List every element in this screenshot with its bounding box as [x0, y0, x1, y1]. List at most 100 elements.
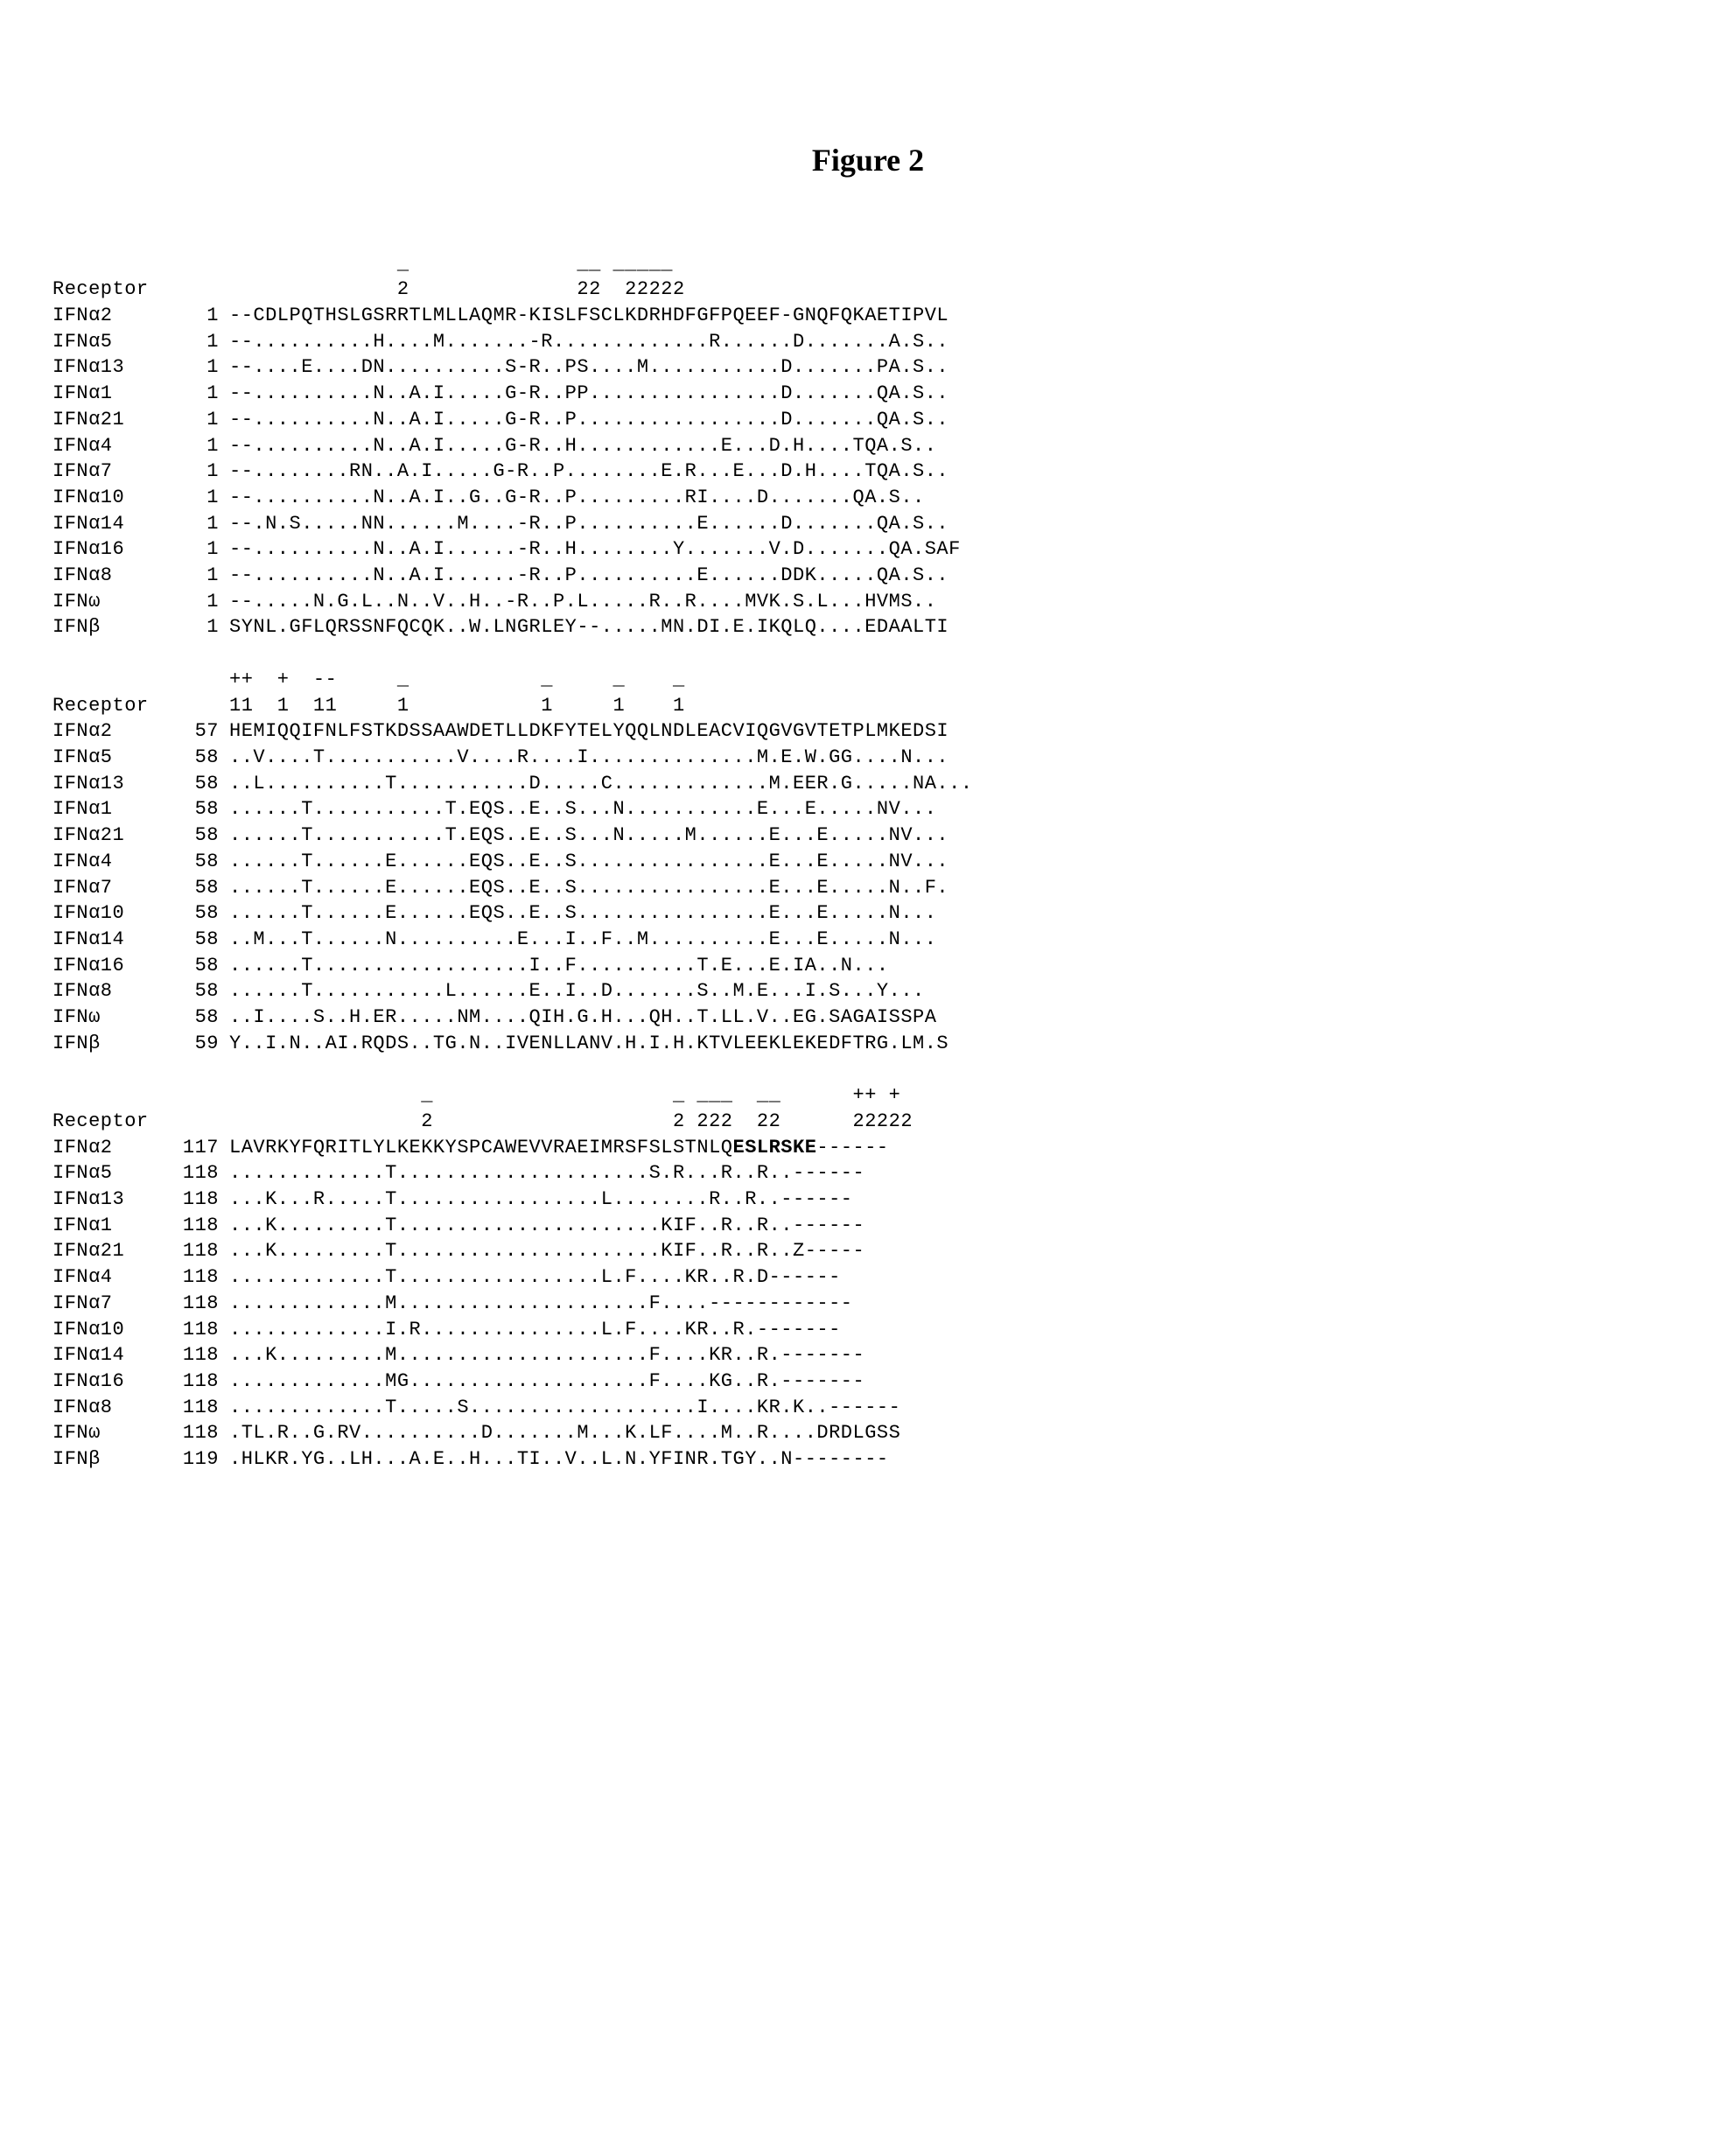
row-sequence: .............T.....................S.R..…: [229, 1162, 864, 1184]
row-position: 1: [166, 589, 229, 615]
row-label: IFNα14: [52, 927, 166, 953]
sequence-row: IFNβ59Y..I.N..AI.RQDS..TG.N..IVENLLANV.H…: [52, 1031, 1684, 1057]
row-label: IFNω: [52, 1420, 166, 1446]
row-sequence: ++ + -- _ _ _ _: [229, 668, 685, 690]
sequence-row: IFNα21118...K.........T.................…: [52, 1238, 1684, 1264]
header-row: _ _ ___ __ ++ +: [52, 1082, 1684, 1109]
sequence-row: IFNα41--..........N..A.I.....G-R..H.....…: [52, 433, 1684, 459]
header-row: _ __ _____: [52, 251, 1684, 277]
sequence-row: IFNω118.TL.R..G.RV..........D.......M...…: [52, 1420, 1684, 1446]
sequence-row: IFNα5118.............T..................…: [52, 1160, 1684, 1186]
row-label: IFNα10: [52, 485, 166, 511]
sequence-row: IFNα2158......T...........T.EQS..E..S...…: [52, 822, 1684, 849]
row-position: 118: [166, 1213, 229, 1239]
row-label: IFNβ: [52, 1031, 166, 1057]
row-position: 118: [166, 1160, 229, 1186]
row-sequence: .TL.R..G.RV..........D.......M...K.LF...…: [229, 1422, 900, 1444]
row-sequence: .............MG....................F....…: [229, 1370, 864, 1392]
sequence-row: IFNα16118.............MG................…: [52, 1368, 1684, 1395]
sequence-row: IFNα858......T...........L......E..I..D.…: [52, 978, 1684, 1004]
row-label: IFNα1: [52, 381, 166, 407]
row-position: 119: [166, 1446, 229, 1473]
row-sequence: ...K.........T......................KIF.…: [229, 1240, 864, 1262]
sequence-row: IFNα161--..........N..A.I......-R..H....…: [52, 536, 1684, 563]
sequence-row: IFNα558..V....T...........V....R....I...…: [52, 745, 1684, 771]
row-position: 1: [166, 458, 229, 485]
sequence-row: IFNα10118.............I.R...............…: [52, 1317, 1684, 1343]
row-label: IFNα14: [52, 511, 166, 537]
row-sequence: ..I....S..H.ER.....NM....QIH.G.H...QH..T…: [229, 1006, 936, 1028]
row-label: Receptor: [52, 1109, 166, 1135]
row-sequence: ......T...........T.EQS..E..S...N.......…: [229, 798, 936, 820]
sequence-row: IFNα1058......T......E......EQS..E..S...…: [52, 900, 1684, 927]
sequence-row: IFNα101--..........N..A.I..G..G-R..P....…: [52, 485, 1684, 511]
row-sequence: --....E....DN..........S-R..PS....M.....…: [229, 356, 948, 378]
row-label: IFNα13: [52, 771, 166, 797]
row-sequence: --........RN..A.I.....G-R..P........E.R.…: [229, 460, 948, 482]
row-position: 59: [166, 1031, 229, 1057]
row-label: IFNα7: [52, 875, 166, 901]
sequence-row: IFNα2117LAVRKYFQRITLYLKEKKYSPCAWEVVRAEIM…: [52, 1135, 1684, 1161]
row-sequence: --..........N..A.I.....G-R..H...........…: [229, 435, 936, 457]
sequence-row: IFNα257HEMIQQIFNLFSTKDSSAAWDETLLDKFYTELY…: [52, 718, 1684, 745]
row-sequence: ..L..........T...........D.....C........…: [229, 773, 973, 794]
row-label: Receptor: [52, 693, 166, 719]
row-sequence: ..V....T...........V....R....I..........…: [229, 746, 948, 768]
row-label: IFNα13: [52, 354, 166, 381]
row-label: IFNα13: [52, 1186, 166, 1213]
row-label: IFNα10: [52, 1317, 166, 1343]
row-position: 58: [166, 849, 229, 875]
row-label: Receptor: [52, 276, 166, 303]
row-position: 118: [166, 1420, 229, 1446]
row-position: 1: [166, 303, 229, 329]
row-sequence: .............M.....................F....…: [229, 1292, 853, 1314]
row-sequence: ......T......E......EQS..E..S...........…: [229, 850, 948, 872]
row-position: 1: [166, 329, 229, 355]
row-position: 58: [166, 771, 229, 797]
row-label: IFNα5: [52, 745, 166, 771]
row-label: IFNα8: [52, 563, 166, 589]
row-position: 118: [166, 1186, 229, 1213]
row-label: IFNα8: [52, 1395, 166, 1421]
row-sequence: 11 1 11 1 1 1 1: [229, 695, 685, 717]
row-position: 58: [166, 927, 229, 953]
sequence-row: IFNα1118...K.........T..................…: [52, 1213, 1684, 1239]
row-position: 117: [166, 1135, 229, 1161]
row-sequence: .............T.....S...................I…: [229, 1396, 900, 1418]
sequence-row: IFNα81--..........N..A.I......-R..P.....…: [52, 563, 1684, 589]
sequence-row: IFNα141--.N.S.....NN......M....-R..P....…: [52, 511, 1684, 537]
row-sequence: ......T...........L......E..I..D.......S…: [229, 980, 925, 1002]
row-sequence: ...K.........T......................KIF.…: [229, 1214, 864, 1236]
alignment-block: _ __ _____Receptor 2 22 22222IFNα21--CDL…: [52, 251, 1684, 640]
row-position: 118: [166, 1238, 229, 1264]
row-label: IFNα1: [52, 1213, 166, 1239]
row-position: 118: [166, 1264, 229, 1291]
sequence-row: IFNα51--..........H....M.......-R.......…: [52, 329, 1684, 355]
row-sequence: .HLKR.YG..LH...A.E..H...TI..V..L.N.YFINR…: [229, 1448, 889, 1470]
row-position: 118: [166, 1368, 229, 1395]
sequence-row: IFNβ119.HLKR.YG..LH...A.E..H...TI..V..L.…: [52, 1446, 1684, 1473]
sequence-row: IFNα458......T......E......EQS..E..S....…: [52, 849, 1684, 875]
row-position: 1: [166, 381, 229, 407]
row-position: 1: [166, 485, 229, 511]
sequence-row: IFNω1--.....N.G.L..N..V..H..-R..P.L.....…: [52, 589, 1684, 615]
sequence-row: IFNα758......T......E......EQS..E..S....…: [52, 875, 1684, 901]
sequence-row: IFNα211--..........N..A.I.....G-R..P....…: [52, 407, 1684, 433]
header-row: Receptor 2 2 222 22 22222: [52, 1109, 1684, 1135]
sequence-row: IFNα1658......T..................I..F...…: [52, 953, 1684, 979]
row-sequence: SYNL.GFLQRSSNFQCQK..W.LNGRLEY--.....MN.D…: [229, 616, 948, 638]
row-label: IFNω: [52, 589, 166, 615]
row-label: IFNα21: [52, 407, 166, 433]
row-position: 118: [166, 1317, 229, 1343]
sequence-row: IFNα71--........RN..A.I.....G-R..P......…: [52, 458, 1684, 485]
row-sequence: HEMIQQIFNLFSTKDSSAAWDETLLDKFYTELYQQLNDLE…: [229, 720, 948, 742]
row-sequence: --..........N..A.I..G..G-R..P.........RI…: [229, 486, 925, 508]
row-sequence: --..........N..A.I......-R..H........Y..…: [229, 538, 961, 560]
row-sequence: ......T......E......EQS..E..S...........…: [229, 877, 948, 899]
row-position: 58: [166, 796, 229, 822]
figure-title: Figure 2: [52, 139, 1684, 182]
row-label: IFNβ: [52, 1446, 166, 1473]
row-sequence: --..........H....M.......-R.............…: [229, 331, 948, 353]
row-sequence: _ _ ___ __ ++ +: [229, 1084, 900, 1106]
row-label: IFNα7: [52, 1291, 166, 1317]
